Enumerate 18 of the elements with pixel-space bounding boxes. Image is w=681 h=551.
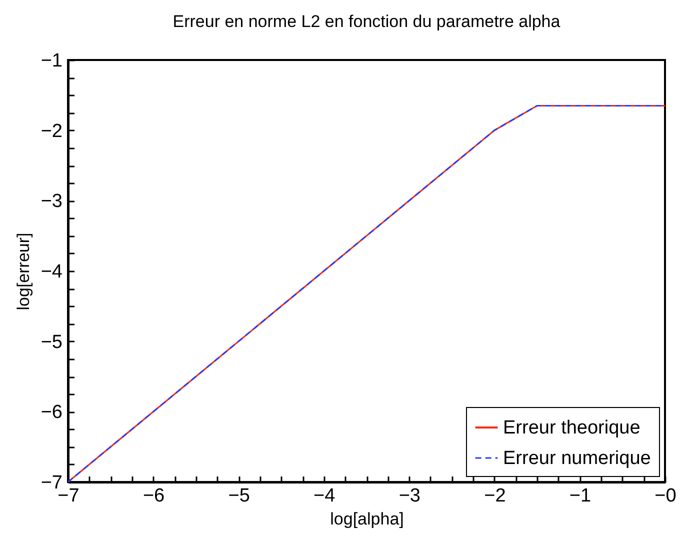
- legend-label: Erreur theorique: [503, 418, 640, 438]
- x-tick-label: −4: [314, 486, 336, 506]
- y-tick-label: −2: [40, 120, 62, 142]
- x-axis-title: log[alpha]: [330, 510, 404, 528]
- legend-label: Erreur numerique: [503, 448, 651, 469]
- y-tick-label: −6: [40, 402, 62, 424]
- x-tick-label: −2: [484, 486, 506, 506]
- y-tick-label: −1: [40, 50, 62, 72]
- chart-title: Erreur en norme L2 en fonction du parametre alpha: [172, 12, 561, 31]
- x-tick-label: −6: [142, 486, 165, 506]
- y-tick-label: −4: [40, 262, 63, 282]
- y-axis-title: log[erreur]: [14, 232, 33, 310]
- x-tick-label: −3: [398, 486, 420, 506]
- y-tick-label: −5: [40, 332, 62, 353]
- x-tick-label: −5: [228, 486, 250, 506]
- x-tick-label: −1: [569, 486, 592, 506]
- x-tick-label: −0: [654, 486, 676, 506]
- y-tick-label: −3: [40, 191, 62, 212]
